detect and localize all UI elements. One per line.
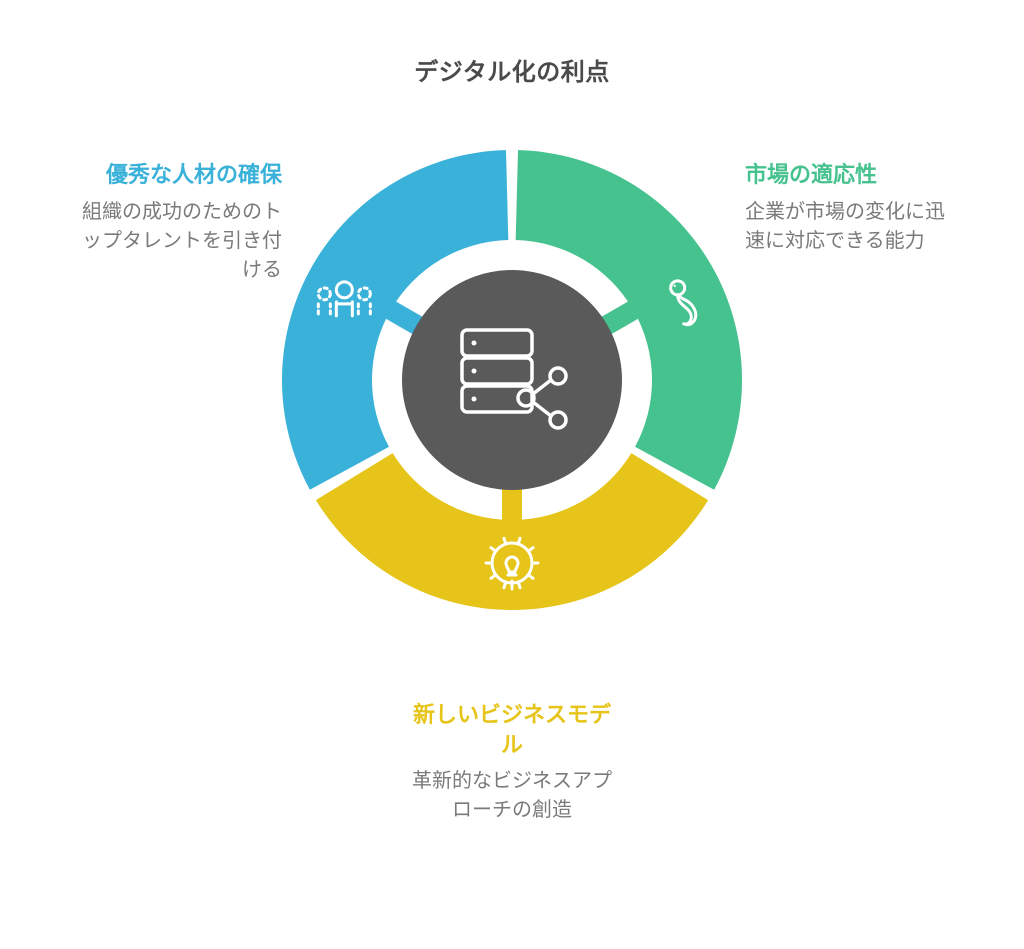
label-talent-heading: 優秀な人材の確保 xyxy=(72,160,282,190)
label-market-heading: 市場の適応性 xyxy=(745,160,955,190)
label-talent: 優秀な人材の確保 組織の成功のためのトップタレントを引き付ける xyxy=(72,160,282,285)
label-talent-body: 組織の成功のためのトップタレントを引き付ける xyxy=(72,198,282,285)
ring-diagram xyxy=(282,150,742,610)
label-market: 市場の適応性 企業が市場の変化に迅速に対応できる能力 xyxy=(745,160,955,256)
label-model-body: 革新的なビジネスアプローチの創造 xyxy=(407,767,617,825)
page: デジタル化の利点 xyxy=(0,0,1024,949)
label-market-body: 企業が市場の変化に迅速に対応できる能力 xyxy=(745,198,955,256)
hub-circle xyxy=(402,270,622,490)
ring-svg xyxy=(282,150,742,610)
label-model: 新しいビジネスモデル 革新的なビジネスアプローチの創造 xyxy=(407,700,617,825)
label-model-heading: 新しいビジネスモデル xyxy=(407,700,617,759)
ring-spoke-model xyxy=(502,486,522,524)
page-title: デジタル化の利点 xyxy=(0,52,1024,87)
